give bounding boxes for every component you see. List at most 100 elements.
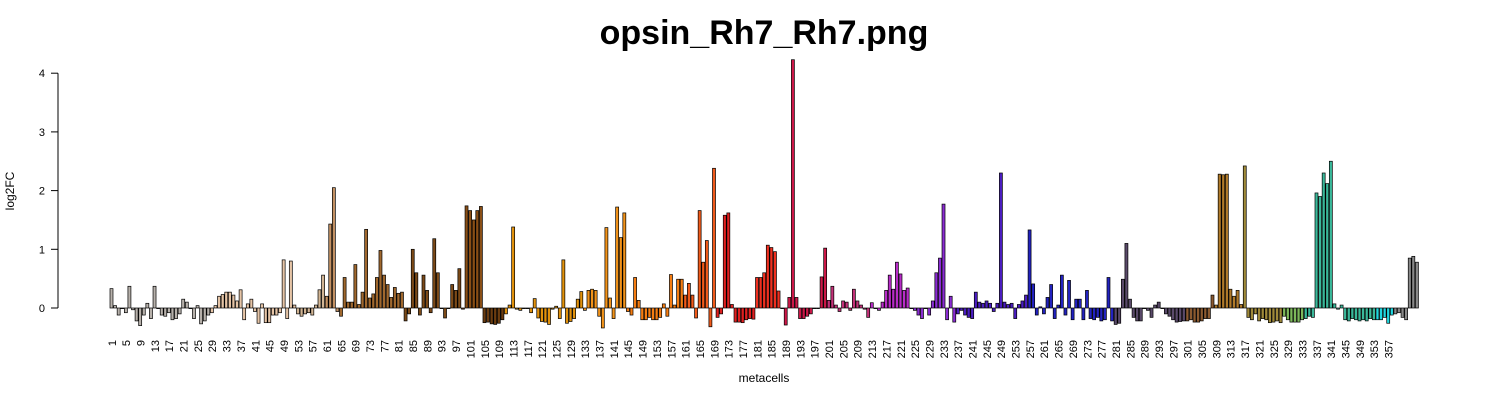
bar <box>1099 307 1104 322</box>
bar <box>744 307 749 321</box>
y-tick-label: 4 <box>39 68 45 80</box>
bar <box>866 307 871 318</box>
bar <box>303 307 308 315</box>
y-tick-label: 2 <box>39 186 45 198</box>
bar <box>353 264 358 309</box>
bar <box>593 290 598 309</box>
bar <box>1282 307 1287 317</box>
bar <box>1171 307 1175 321</box>
bar <box>848 307 853 311</box>
bar <box>127 285 132 309</box>
bar <box>292 304 297 309</box>
bar <box>1364 307 1369 322</box>
bar <box>346 301 351 309</box>
bar <box>1192 307 1197 323</box>
x-tick-label: 229 <box>924 340 936 358</box>
bar <box>966 307 971 318</box>
bar <box>360 291 365 309</box>
bar <box>748 307 752 319</box>
bar <box>1296 307 1301 323</box>
x-tick-label: 345 <box>1340 340 1352 358</box>
bar <box>826 300 831 309</box>
x-tick-label: 73 <box>365 340 377 352</box>
bar <box>238 289 243 309</box>
x-tick-label: 9 <box>135 340 147 346</box>
bar <box>887 274 892 309</box>
x-tick-label: 301 <box>1183 340 1195 358</box>
bar <box>1235 290 1240 309</box>
x-tick-label: 217 <box>881 340 893 358</box>
bar <box>475 210 480 309</box>
bar <box>661 303 666 309</box>
bar <box>1217 173 1222 309</box>
bar <box>1120 278 1125 309</box>
bar <box>317 289 322 309</box>
bar <box>1300 307 1304 321</box>
x-tick-label: 213 <box>867 340 879 358</box>
bar <box>202 307 207 322</box>
bar <box>522 307 526 309</box>
bar <box>425 290 429 309</box>
x-tick-label: 37 <box>236 340 248 352</box>
x-tick-label: 5 <box>121 340 133 346</box>
x-tick-label: 349 <box>1355 340 1367 358</box>
bar <box>1110 307 1114 322</box>
bar <box>392 287 397 309</box>
x-tick-label: 101 <box>465 340 477 358</box>
bar <box>371 293 376 309</box>
bar <box>199 307 204 325</box>
bar <box>1393 307 1398 315</box>
bar <box>984 300 989 309</box>
bar <box>640 307 645 321</box>
x-tick-label: 1 <box>107 340 119 346</box>
x-tick-label: 353 <box>1369 340 1381 358</box>
bar <box>529 307 533 314</box>
bar <box>245 303 250 309</box>
bar <box>532 298 537 309</box>
bar <box>1167 307 1172 317</box>
bar <box>1027 229 1032 309</box>
bar <box>278 307 282 314</box>
x-tick-label: 281 <box>1111 340 1123 358</box>
bar <box>1156 301 1161 309</box>
bar <box>794 297 799 309</box>
bar <box>945 307 949 321</box>
bar <box>798 307 802 319</box>
bar <box>489 307 494 325</box>
bar <box>385 284 390 309</box>
bar <box>1278 307 1283 324</box>
bar <box>758 277 763 309</box>
bar <box>762 272 767 309</box>
bar <box>504 307 508 315</box>
bar <box>281 259 286 309</box>
bar <box>511 226 516 309</box>
bar <box>335 307 340 312</box>
bar <box>1357 307 1362 322</box>
bar <box>1085 290 1089 309</box>
bar <box>694 307 698 319</box>
x-tick-label: 69 <box>351 340 363 352</box>
bar <box>231 294 236 309</box>
bar <box>396 292 401 309</box>
bar <box>704 240 709 309</box>
bar <box>181 298 186 309</box>
bar <box>1232 295 1236 309</box>
x-tick-label: 145 <box>623 340 635 358</box>
bar <box>618 237 623 309</box>
bar <box>912 307 917 311</box>
bar <box>299 307 304 317</box>
bar <box>780 307 784 309</box>
bar <box>658 307 663 318</box>
bar <box>443 307 447 319</box>
bar <box>228 291 232 309</box>
bar <box>224 291 229 309</box>
x-tick-label: 117 <box>523 340 535 358</box>
bar <box>220 294 225 309</box>
bar <box>156 307 160 309</box>
x-tick-label: 357 <box>1384 340 1396 358</box>
bar <box>1404 307 1408 321</box>
bar <box>687 283 691 309</box>
bar <box>1042 307 1046 315</box>
bar <box>812 307 817 309</box>
x-tick-label: 177 <box>738 340 750 358</box>
